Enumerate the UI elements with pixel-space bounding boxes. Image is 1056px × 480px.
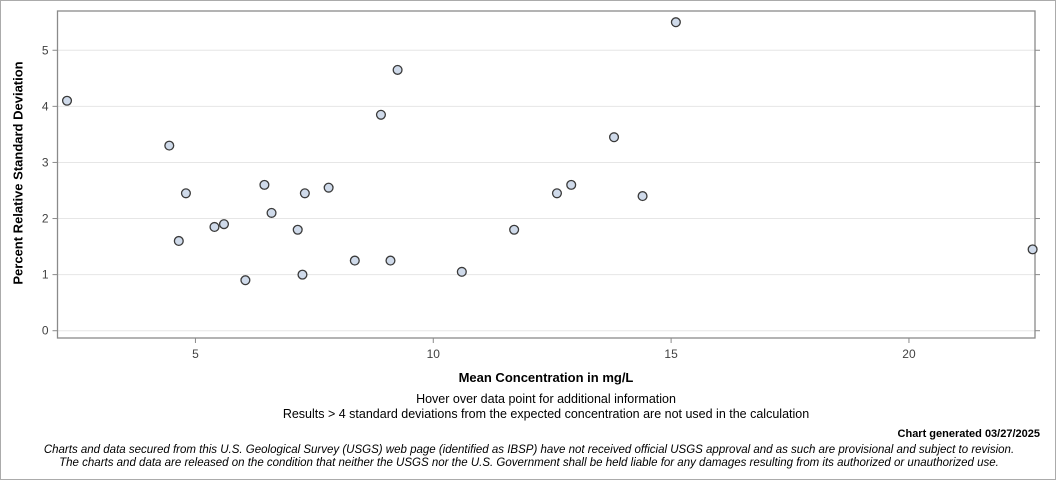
data-point[interactable] (164, 140, 175, 151)
data-point[interactable] (180, 188, 191, 199)
hover-note: Hover over data point for additional inf… (416, 392, 676, 406)
data-point[interactable] (509, 224, 520, 235)
y-tick-label: 4 (42, 99, 49, 113)
generated-date-note: Chart generated 03/27/2025 (897, 428, 1040, 440)
y-tick-label: 1 (42, 268, 49, 282)
data-point[interactable] (259, 179, 270, 190)
data-point[interactable] (323, 182, 334, 193)
y-tick-label: 3 (42, 155, 49, 169)
data-point[interactable] (173, 235, 184, 247)
data-point[interactable] (1027, 244, 1038, 255)
x-tick-label: 5 (192, 347, 199, 361)
data-point[interactable] (670, 17, 681, 28)
data-point[interactable] (240, 275, 251, 286)
x-axis-title: Mean Concentration in mg/L (458, 370, 634, 385)
x-tick-label: 15 (664, 347, 678, 361)
disclaimer-line-1: Charts and data secured from this U.S. G… (43, 444, 1015, 456)
data-point[interactable] (566, 179, 577, 190)
data-point[interactable] (218, 219, 230, 230)
data-point[interactable] (375, 109, 387, 120)
data-point[interactable] (266, 207, 277, 218)
data-point[interactable] (349, 255, 360, 266)
data-point[interactable] (299, 188, 310, 199)
data-point[interactable] (297, 269, 308, 280)
data-point[interactable] (551, 188, 563, 199)
plot-frame (56, 10, 1036, 339)
data-point[interactable] (637, 191, 648, 202)
results-note: Results > 4 standard deviations from the… (282, 407, 810, 421)
y-axis-title: Percent Relative Standard Deviation (10, 61, 26, 285)
y-tick-label: 5 (42, 43, 49, 57)
data-point[interactable] (608, 132, 620, 143)
y-tick-label: 2 (42, 212, 49, 226)
x-tick-label: 10 (427, 347, 441, 361)
data-point[interactable] (209, 221, 220, 232)
y-tick-label: 0 (42, 324, 49, 338)
data-point[interactable] (392, 64, 403, 75)
x-tick-label: 20 (902, 347, 916, 361)
data-point[interactable] (292, 224, 303, 235)
data-point[interactable] (456, 266, 467, 277)
data-point[interactable] (61, 95, 73, 106)
disclaimer-line-2: The charts and data are released on the … (59, 457, 999, 469)
data-point[interactable] (385, 255, 396, 266)
